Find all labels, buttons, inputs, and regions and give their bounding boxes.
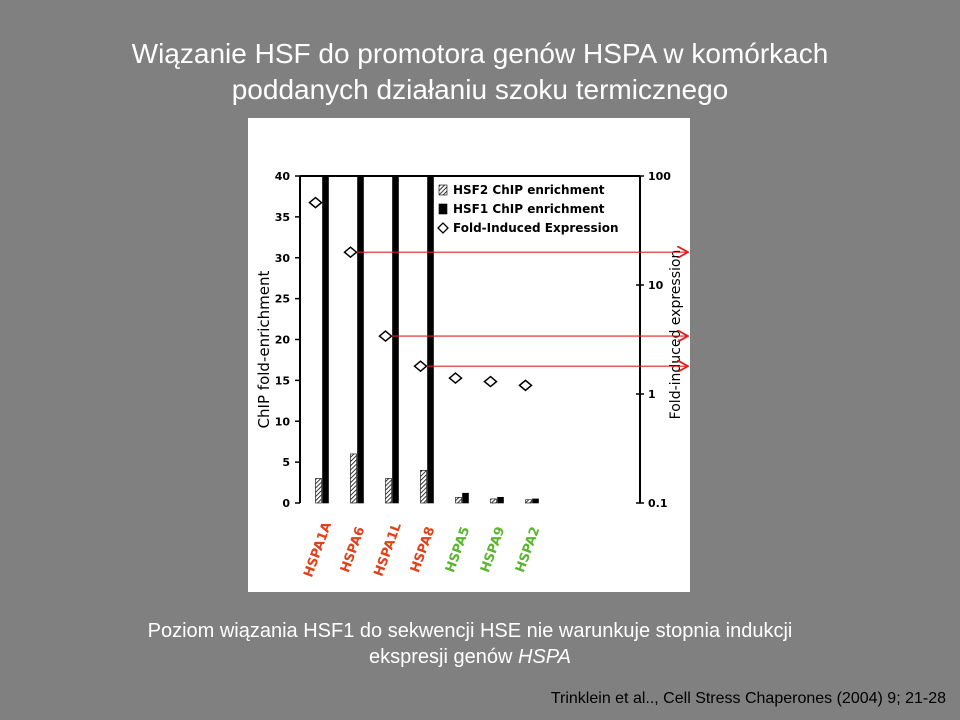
slide-title: Wiązanie HSF do promotora genów HSPA w k… — [0, 36, 960, 108]
y-tick-label: 20 — [275, 334, 291, 347]
legend-marker — [437, 222, 449, 234]
legend-label: HSF2 ChIP enrichment — [453, 183, 605, 197]
hsf1-bar — [322, 175, 329, 504]
hsf1-bar — [357, 175, 364, 504]
y-tick-label: 15 — [275, 374, 290, 387]
expression-marker — [413, 360, 428, 373]
legend-marker — [438, 184, 448, 196]
legend-label: HSF1 ChIP enrichment — [453, 202, 605, 216]
title-line: poddanych działaniu szoku termicznego — [231, 74, 729, 105]
hsf1-bar — [392, 175, 399, 504]
chart: 0 5 10 15 20 25 30 35 40 0.1 1 10 100 ChIP fold-enric… — [248, 118, 690, 592]
hsf1-bar — [532, 498, 539, 504]
y2-tick-label: 100 — [648, 170, 671, 183]
hsf2-bar — [420, 469, 427, 504]
expression-marker — [343, 246, 358, 259]
hsf2-bar — [350, 453, 357, 504]
y2-axis-label: Fold-induced expression — [668, 250, 684, 420]
hsf2-bar — [385, 478, 392, 504]
caption-text: ekspresji genów — [369, 646, 513, 668]
caption-line: Poziom wiązania HSF1 do sekwencji HSE ni… — [147, 620, 793, 642]
chart-panel — [248, 118, 690, 592]
y2-tick-label: 1 — [648, 388, 656, 401]
caption-italic: HSPA — [518, 646, 571, 668]
expression-marker — [483, 375, 498, 388]
hsf2-bar — [455, 496, 462, 504]
expression-marker — [518, 379, 533, 392]
caption-line: ekspresji genów HSPA — [0, 644, 950, 670]
title-line: Wiązanie HSF do promotora genów HSPA w k… — [131, 38, 829, 69]
y-axis-label: ChIP fold-enrichment — [255, 270, 273, 428]
hsf1-bar — [497, 496, 504, 504]
y2-tick-label: 0.1 — [648, 497, 668, 510]
y-tick-label: 10 — [275, 415, 291, 428]
hsf2-bar — [490, 498, 497, 504]
citation: Trinklein et al.., Cell Stress Chaperone… — [550, 690, 946, 707]
hsf1-bar — [462, 492, 469, 504]
legend-label: Fold-Induced Expression — [453, 221, 619, 235]
y-tick-label: 40 — [275, 170, 291, 183]
y-tick-label: 30 — [275, 252, 291, 265]
expression-marker — [378, 330, 393, 343]
expression-marker — [308, 196, 323, 209]
hsf2-bar — [315, 478, 322, 504]
expression-marker — [448, 372, 463, 385]
caption: Poziom wiązania HSF1 do sekwencji HSE ni… — [0, 618, 950, 670]
legend-marker — [438, 203, 448, 215]
y-tick-label: 35 — [275, 211, 290, 224]
y-tick-label: 5 — [282, 456, 290, 469]
y-tick-label: 25 — [275, 293, 290, 306]
hsf2-bar — [525, 499, 532, 504]
hsf1-bar — [427, 175, 434, 504]
y2-tick-label: 10 — [648, 279, 664, 292]
y-tick-label: 0 — [282, 497, 290, 510]
